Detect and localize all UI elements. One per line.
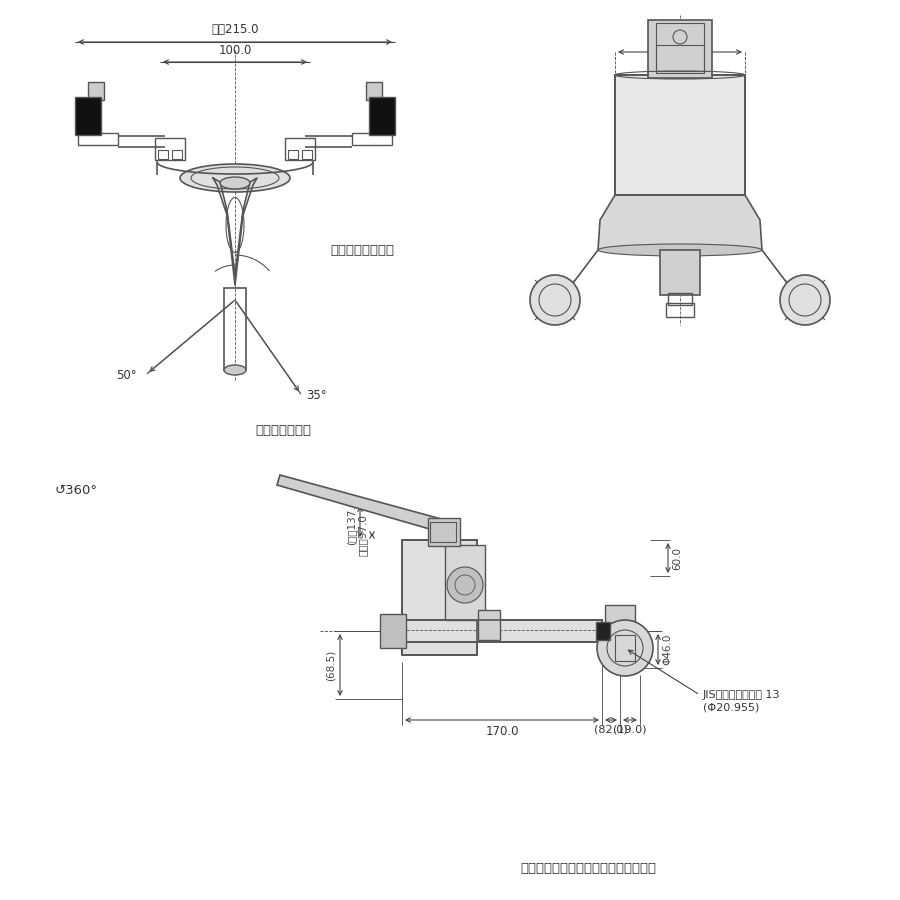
Bar [78, 133, 118, 145]
Bar [430, 522, 456, 542]
Bar [402, 540, 477, 655]
Circle shape [530, 275, 580, 325]
Bar [155, 138, 185, 160]
Bar [660, 250, 700, 295]
Text: 100.0: 100.0 [219, 44, 252, 57]
Bar [285, 138, 315, 160]
Text: (Φ20.955): (Φ20.955) [703, 703, 760, 713]
Bar [615, 635, 635, 661]
Text: Φ46.0: Φ46.0 [662, 634, 672, 665]
Ellipse shape [180, 164, 290, 192]
Bar [369, 97, 395, 135]
Bar [666, 303, 694, 317]
Text: 吐水口回転角度: 吐水口回転角度 [255, 424, 311, 436]
Polygon shape [277, 475, 445, 532]
Bar [615, 75, 745, 195]
Bar [478, 610, 500, 640]
Text: (131.5): (131.5) [659, 33, 701, 46]
Bar [366, 82, 382, 100]
Ellipse shape [224, 365, 246, 375]
Ellipse shape [598, 244, 762, 256]
Bar [668, 293, 692, 305]
Text: (全長137.0: (全長137.0 [346, 499, 356, 544]
Ellipse shape [220, 177, 250, 189]
Text: ↺360°: ↺360° [55, 483, 98, 497]
Bar [352, 133, 392, 145]
Circle shape [447, 567, 483, 603]
Bar [402, 620, 602, 642]
Bar [402, 540, 477, 655]
Text: 止水朙97.0: 止水朙97.0 [358, 514, 368, 556]
Text: 35°: 35° [306, 389, 327, 402]
Text: (68.5): (68.5) [326, 650, 336, 680]
Bar [172, 150, 182, 159]
Text: 170.0: 170.0 [485, 725, 518, 738]
Text: JIS給水栓取付ねじ 13: JIS給水栓取付ねじ 13 [703, 690, 780, 700]
Bar [380, 614, 406, 648]
Bar [656, 45, 704, 73]
Bar [75, 97, 101, 135]
Bar [596, 622, 610, 640]
Text: 注：（　）内寸法は参考寸法である。: 注：（ ）内寸法は参考寸法である。 [520, 861, 656, 875]
Bar [402, 620, 602, 642]
Bar [656, 23, 704, 71]
Bar [648, 20, 712, 78]
Bar [605, 605, 635, 655]
Text: 最大215.0: 最大215.0 [212, 23, 259, 36]
Bar [288, 150, 298, 159]
Text: (82.0): (82.0) [594, 725, 628, 735]
Polygon shape [598, 195, 762, 250]
Bar [224, 288, 246, 370]
Bar [88, 82, 104, 100]
Bar [158, 150, 168, 159]
Circle shape [597, 620, 653, 676]
Circle shape [780, 275, 830, 325]
Text: 50°: 50° [116, 369, 137, 382]
Text: ハンドル回転角度: ハンドル回転角度 [330, 244, 394, 256]
Bar [445, 545, 485, 620]
Bar [615, 75, 745, 195]
Bar [428, 518, 460, 546]
Text: 60.0: 60.0 [672, 546, 682, 570]
Bar [302, 150, 312, 159]
Text: (19.0): (19.0) [613, 725, 647, 735]
